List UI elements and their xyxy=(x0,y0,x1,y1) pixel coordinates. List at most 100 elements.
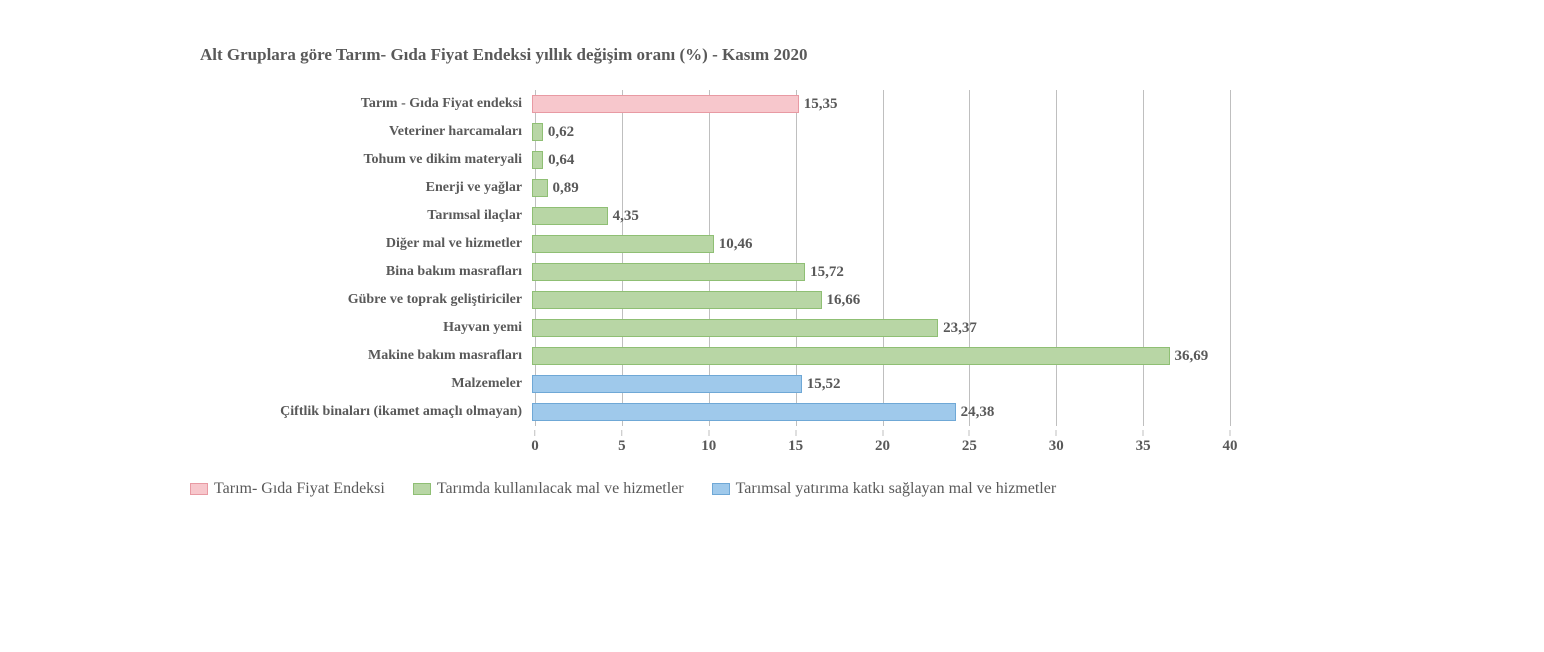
tick-mark xyxy=(1056,430,1057,436)
category-label: Tarımsal ilaçlar xyxy=(200,208,532,224)
bar xyxy=(532,179,547,197)
tick-label: 15 xyxy=(788,438,803,455)
bar-area: 4,35 xyxy=(532,202,1300,230)
bar-area: 23,37 xyxy=(532,314,1300,342)
tick-label: 30 xyxy=(1049,438,1064,455)
x-tick: 40 xyxy=(1223,430,1238,455)
plot-area: Tarım - Gıda Fiyat endeksi 15,35 Veteriner… xyxy=(200,90,1300,426)
value-label: 0,62 xyxy=(548,124,574,141)
value-label: 15,72 xyxy=(810,264,844,281)
bar-area: 0,62 xyxy=(532,118,1300,146)
category-label: Gübre ve toprak geliştiriciler xyxy=(200,292,532,308)
tick-label: 20 xyxy=(875,438,890,455)
category-label: Enerji ve yağlar xyxy=(200,180,532,196)
category-label: Tohum ve dikim materyali xyxy=(200,152,532,168)
tick-mark xyxy=(969,430,970,436)
bar-row: Makine bakım masrafları 36,69 xyxy=(200,342,1300,370)
chart-container: Alt Gruplara göre Tarım- Gıda Fiyat Ende… xyxy=(200,45,1300,458)
bar-area: 0,64 xyxy=(532,146,1300,174)
bar xyxy=(532,403,956,421)
bar-row: Bina bakım masrafları 15,72 xyxy=(200,258,1300,286)
legend-swatch xyxy=(712,483,730,495)
tick-label: 5 xyxy=(618,438,626,455)
tick-label: 40 xyxy=(1223,438,1238,455)
value-label: 15,52 xyxy=(807,376,841,393)
bar-area: 16,66 xyxy=(532,286,1300,314)
bar xyxy=(532,123,543,141)
category-label: Bina bakım masrafları xyxy=(200,264,532,280)
bar-row: Diğer mal ve hizmetler 10,46 xyxy=(200,230,1300,258)
category-label: Çiftlik binaları (ikamet amaçlı olmayan) xyxy=(200,404,532,420)
tick-mark xyxy=(795,430,796,436)
legend-swatch xyxy=(190,483,208,495)
x-tick: 15 xyxy=(788,430,803,455)
tick-label: 35 xyxy=(1136,438,1151,455)
bar-area: 0,89 xyxy=(532,174,1300,202)
x-axis: 0510152025303540 xyxy=(535,430,1270,458)
bar-row: Veteriner harcamaları 0,62 xyxy=(200,118,1300,146)
x-tick: 5 xyxy=(618,430,626,455)
value-label: 10,46 xyxy=(719,236,753,253)
category-label: Hayvan yemi xyxy=(200,320,532,336)
bar-row: Gübre ve toprak geliştiriciler 16,66 xyxy=(200,286,1300,314)
bar xyxy=(532,291,821,309)
tick-label: 10 xyxy=(701,438,716,455)
bar-row: Tarımsal ilaçlar 4,35 xyxy=(200,202,1300,230)
tick-mark xyxy=(882,430,883,436)
bar-area: 15,35 xyxy=(532,90,1300,118)
x-tick: 0 xyxy=(531,430,539,455)
x-tick: 35 xyxy=(1136,430,1151,455)
bar-row: Malzemeler 15,52 xyxy=(200,370,1300,398)
bar-area: 10,46 xyxy=(532,230,1300,258)
bar xyxy=(532,347,1169,365)
value-label: 24,38 xyxy=(961,404,995,421)
bar-row: Enerji ve yağlar 0,89 xyxy=(200,174,1300,202)
bar-area: 24,38 xyxy=(532,398,1300,426)
bar-row: Tarım - Gıda Fiyat endeksi 15,35 xyxy=(200,90,1300,118)
category-label: Veteriner harcamaları xyxy=(200,124,532,140)
tick-mark xyxy=(1143,430,1144,436)
legend-label: Tarımsal yatırıma katkı sağlayan mal ve … xyxy=(736,480,1057,498)
bar-row: Tohum ve dikim materyali 0,64 xyxy=(200,146,1300,174)
tick-label: 25 xyxy=(962,438,977,455)
bar xyxy=(532,375,802,393)
bar-area: 15,52 xyxy=(532,370,1300,398)
tick-mark xyxy=(535,430,536,436)
category-label: Diğer mal ve hizmetler xyxy=(200,236,532,252)
x-tick: 10 xyxy=(701,430,716,455)
bar-row: Hayvan yemi 23,37 xyxy=(200,314,1300,342)
value-label: 0,64 xyxy=(548,152,574,169)
legend-item: Tarımda kullanılacak mal ve hizmetler xyxy=(413,480,684,498)
legend-item: Tarım- Gıda Fiyat Endeksi xyxy=(190,480,385,498)
value-label: 0,89 xyxy=(553,180,579,197)
bar xyxy=(532,319,938,337)
category-label: Makine bakım masrafları xyxy=(200,348,532,364)
legend-label: Tarım- Gıda Fiyat Endeksi xyxy=(214,480,385,498)
value-label: 15,35 xyxy=(804,96,838,113)
value-label: 16,66 xyxy=(827,292,861,309)
value-label: 36,69 xyxy=(1175,348,1209,365)
chart-title: Alt Gruplara göre Tarım- Gıda Fiyat Ende… xyxy=(200,45,1300,65)
value-label: 4,35 xyxy=(613,208,639,225)
bar xyxy=(532,235,714,253)
legend-label: Tarımda kullanılacak mal ve hizmetler xyxy=(437,480,684,498)
value-label: 23,37 xyxy=(943,320,977,337)
bar xyxy=(532,207,608,225)
legend: Tarım- Gıda Fiyat Endeksi Tarımda kullanı… xyxy=(190,480,1056,498)
bar-area: 15,72 xyxy=(532,258,1300,286)
bar xyxy=(532,151,543,169)
legend-swatch xyxy=(413,483,431,495)
bar-row: Çiftlik binaları (ikamet amaçlı olmayan)… xyxy=(200,398,1300,426)
bar-area: 36,69 xyxy=(532,342,1300,370)
x-tick: 30 xyxy=(1049,430,1064,455)
tick-mark xyxy=(708,430,709,436)
bar xyxy=(532,95,799,113)
category-label: Tarım - Gıda Fiyat endeksi xyxy=(200,96,532,112)
legend-item: Tarımsal yatırıma katkı sağlayan mal ve … xyxy=(712,480,1057,498)
tick-mark xyxy=(621,430,622,436)
category-label: Malzemeler xyxy=(200,376,532,392)
bar xyxy=(532,263,805,281)
tick-label: 0 xyxy=(531,438,539,455)
x-tick: 20 xyxy=(875,430,890,455)
x-tick: 25 xyxy=(962,430,977,455)
